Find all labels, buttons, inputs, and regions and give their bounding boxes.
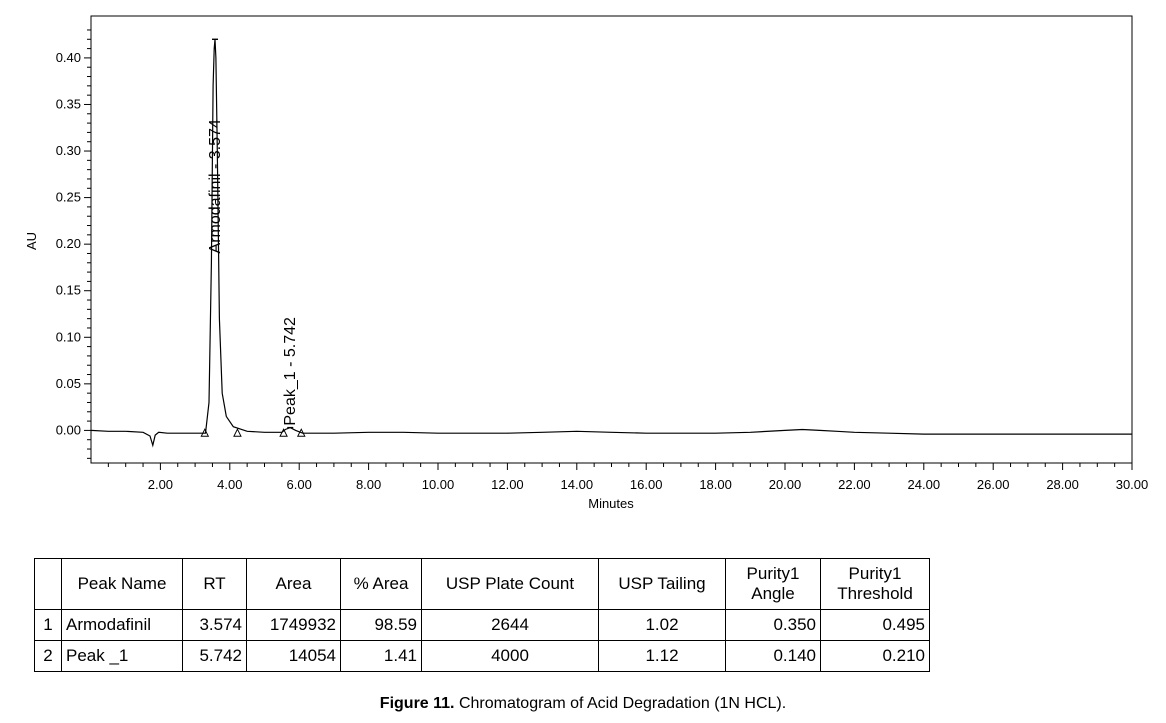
header-peak-name: Peak Name <box>61 558 183 610</box>
y-tick-label: 0.35 <box>56 96 81 111</box>
x-tick-label: 10.00 <box>422 477 455 492</box>
x-tick-label: 8.00 <box>356 477 381 492</box>
header-index <box>34 558 62 610</box>
cell-index: 1 <box>34 609 62 641</box>
integration-mark <box>296 428 306 437</box>
x-tick-label: 18.00 <box>699 477 732 492</box>
figure-caption-text: Chromatogram of Acid Degradation (1N HCL… <box>454 695 787 712</box>
table-row: 1 Armodafinil 3.574 1749932 98.59 2644 1… <box>34 609 930 641</box>
y-axis-title: AU <box>24 232 39 250</box>
x-tick-label: 12.00 <box>491 477 524 492</box>
peak-labels: Armodafinil - 3.574 Peak_1 - 5.742 <box>207 38 299 429</box>
x-tick-label: 4.00 <box>217 477 242 492</box>
header-purity1-threshold-line-2: Threshold <box>837 584 913 603</box>
header-purity1-threshold: Purity1 Threshold <box>820 558 930 610</box>
plot-frame <box>90 15 1133 464</box>
header-usp-plate-count: USP Plate Count <box>421 558 599 610</box>
y-tick-label: 0.15 <box>56 283 81 298</box>
cell-peak-name: Armodafinil <box>61 609 183 641</box>
x-tick-label: 26.00 <box>977 477 1010 492</box>
integration-mark <box>279 428 288 437</box>
x-axis: 2.00 4.00 6.00 8.00 10.00 12.00 14.00 16.00 18.0… <box>107 463 1149 492</box>
header-purity1-threshold-line-1: Purity1 <box>848 564 902 583</box>
chromatogram-chart: 0.00 0.05 0.10 0.15 0.20 0.25 0.30 0.35 0.40 2.0… <box>24 15 1149 511</box>
cell-percent-area: 1.41 <box>340 640 422 672</box>
integration-mark <box>233 428 242 437</box>
y-tick-label: 0.05 <box>56 376 81 391</box>
cell-usp-tailing: 1.12 <box>598 640 726 672</box>
header-purity1-angle-line-1: Purity1 <box>746 564 800 583</box>
cell-area: 1749932 <box>246 609 341 641</box>
cell-index: 2 <box>34 640 62 672</box>
header-purity1-angle: Purity1 Angle <box>725 558 821 610</box>
chromatogram-trace <box>90 39 1132 448</box>
y-tick-label: 0.10 <box>56 329 81 344</box>
x-tick-label: 16.00 <box>630 477 663 492</box>
y-tick-label: 0.25 <box>56 190 81 205</box>
cell-usp-plate-count: 4000 <box>421 640 599 672</box>
x-tick-label: 6.00 <box>287 477 312 492</box>
cell-rt: 3.574 <box>182 609 247 641</box>
y-tick-label: 0.40 <box>56 50 81 65</box>
y-tick-label: 0.00 <box>56 422 81 437</box>
y-axis: 0.00 0.05 0.10 0.15 0.20 0.25 0.30 0.35 0.40 <box>56 29 91 459</box>
header-purity1-angle-line-2: Angle <box>751 584 795 603</box>
cell-purity1-threshold: 0.495 <box>820 609 930 641</box>
x-tick-label: 20.00 <box>769 477 802 492</box>
peak-results-table: Peak Name RT Area % Area USP Plate Count… <box>34 558 930 672</box>
peak-label: Peak_1 - 5.742 <box>282 317 299 426</box>
x-tick-label: 28.00 <box>1046 477 1079 492</box>
x-axis-title: Minutes <box>588 496 634 511</box>
integration-mark <box>200 428 210 437</box>
x-tick-label: 14.00 <box>561 477 594 492</box>
integration-marks <box>200 428 306 437</box>
x-tick-label: 30.00 <box>1116 477 1149 492</box>
cell-usp-plate-count: 2644 <box>421 609 599 641</box>
figure-caption-label: Figure 11. <box>379 695 455 712</box>
cell-usp-tailing: 1.02 <box>598 609 726 641</box>
figure-caption: Figure 11. Chromatogram of Acid Degradat… <box>0 695 1166 713</box>
peak-label: Armodafinil - 3.574 <box>207 119 224 253</box>
cell-purity1-angle: 0.140 <box>725 640 821 672</box>
cell-rt: 5.742 <box>182 640 247 672</box>
table-header-row: Peak Name RT Area % Area USP Plate Count… <box>34 558 930 610</box>
cell-area: 14054 <box>246 640 341 672</box>
header-percent-area: % Area <box>340 558 422 610</box>
table-row: 2 Peak _1 5.742 14054 1.41 4000 1.12 0.1… <box>34 640 930 672</box>
x-tick-label: 24.00 <box>908 477 941 492</box>
cell-peak-name: Peak _1 <box>61 640 183 672</box>
x-tick-label: 22.00 <box>838 477 871 492</box>
header-rt: RT <box>182 558 247 610</box>
cell-percent-area: 98.59 <box>340 609 422 641</box>
y-tick-label: 0.20 <box>56 236 81 251</box>
y-tick-label: 0.30 <box>56 143 81 158</box>
header-usp-tailing: USP Tailing <box>598 558 726 610</box>
cell-purity1-threshold: 0.210 <box>820 640 930 672</box>
cell-purity1-angle: 0.350 <box>725 609 821 641</box>
x-tick-label: 2.00 <box>148 477 173 492</box>
header-area: Area <box>246 558 341 610</box>
